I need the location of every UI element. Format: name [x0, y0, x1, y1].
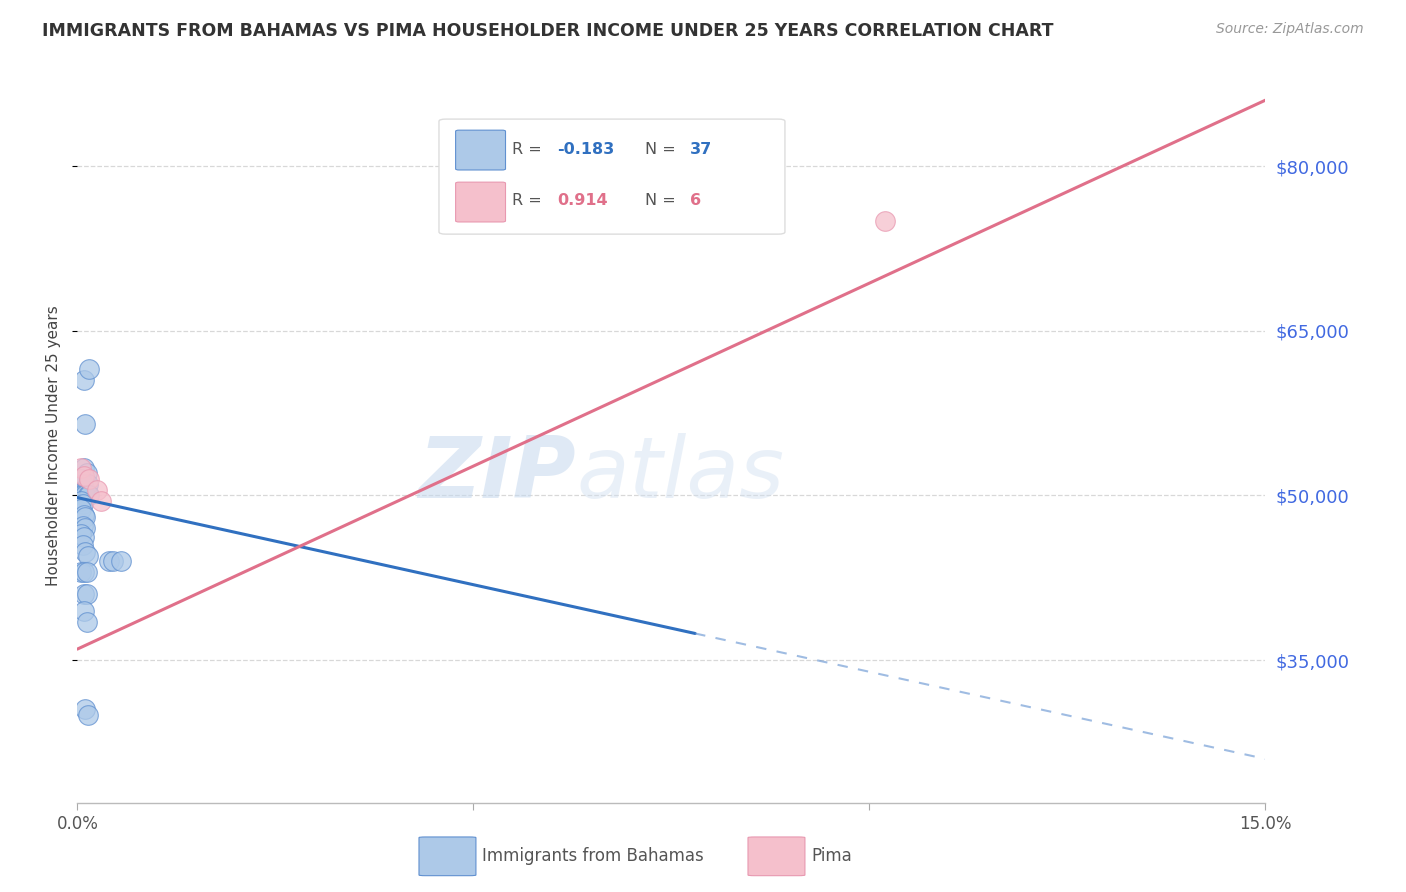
- Point: [76, 587, 98, 601]
- FancyBboxPatch shape: [419, 837, 475, 876]
- Point: [73, 604, 96, 618]
- Point: [76, 566, 98, 580]
- Point: [76, 549, 98, 563]
- Point: [86, 483, 108, 497]
- Point: [75, 702, 97, 716]
- Point: [70, 566, 93, 580]
- Text: IMMIGRANTS FROM BAHAMAS VS PIMA HOUSEHOLDER INCOME UNDER 25 YEARS CORRELATION CH: IMMIGRANTS FROM BAHAMAS VS PIMA HOUSEHOL…: [42, 22, 1053, 40]
- Point: [73, 587, 96, 601]
- Point: [77, 362, 100, 376]
- Point: [73, 373, 96, 387]
- Point: [72, 519, 94, 533]
- Point: [70, 494, 93, 508]
- Text: -0.183: -0.183: [557, 142, 614, 157]
- Point: [90, 494, 112, 508]
- Point: [98, 554, 121, 568]
- Point: [76, 615, 98, 629]
- Point: [77, 472, 100, 486]
- Point: [73, 530, 96, 544]
- Text: 37: 37: [690, 142, 713, 157]
- Point: [73, 468, 96, 483]
- Point: [75, 417, 97, 431]
- Point: [72, 497, 94, 511]
- Text: atlas: atlas: [576, 433, 785, 516]
- Point: [73, 508, 96, 523]
- Text: Immigrants from Bahamas: Immigrants from Bahamas: [482, 847, 704, 865]
- FancyBboxPatch shape: [456, 130, 506, 170]
- Y-axis label: Householder Income Under 25 years: Householder Income Under 25 years: [46, 306, 62, 586]
- Point: [73, 566, 96, 580]
- Point: [70, 526, 93, 541]
- Point: [110, 554, 132, 568]
- Point: [70, 488, 93, 502]
- Point: [77, 488, 100, 502]
- Point: [75, 521, 97, 535]
- Point: [72, 538, 94, 552]
- Point: [75, 483, 97, 497]
- Point: [70, 461, 93, 475]
- Text: R =: R =: [512, 193, 547, 208]
- Text: ZIP: ZIP: [419, 433, 576, 516]
- Point: [70, 501, 93, 516]
- FancyBboxPatch shape: [456, 182, 506, 222]
- FancyBboxPatch shape: [439, 120, 785, 234]
- Text: N =: N =: [645, 193, 681, 208]
- Text: N =: N =: [645, 142, 681, 157]
- Point: [76, 477, 98, 491]
- FancyBboxPatch shape: [748, 837, 804, 876]
- Text: 0.914: 0.914: [557, 193, 607, 208]
- Point: [70, 472, 93, 486]
- Text: R =: R =: [512, 142, 547, 157]
- Point: [76, 488, 98, 502]
- Point: [75, 545, 97, 559]
- Point: [875, 214, 897, 228]
- Point: [76, 467, 98, 481]
- Text: Pima: Pima: [811, 847, 852, 865]
- Text: Source: ZipAtlas.com: Source: ZipAtlas.com: [1216, 22, 1364, 37]
- Point: [72, 477, 94, 491]
- Point: [101, 554, 124, 568]
- Point: [73, 461, 96, 475]
- Text: 6: 6: [690, 193, 702, 208]
- Point: [76, 708, 98, 723]
- Point: [75, 510, 97, 524]
- Point: [75, 488, 97, 502]
- Point: [72, 488, 94, 502]
